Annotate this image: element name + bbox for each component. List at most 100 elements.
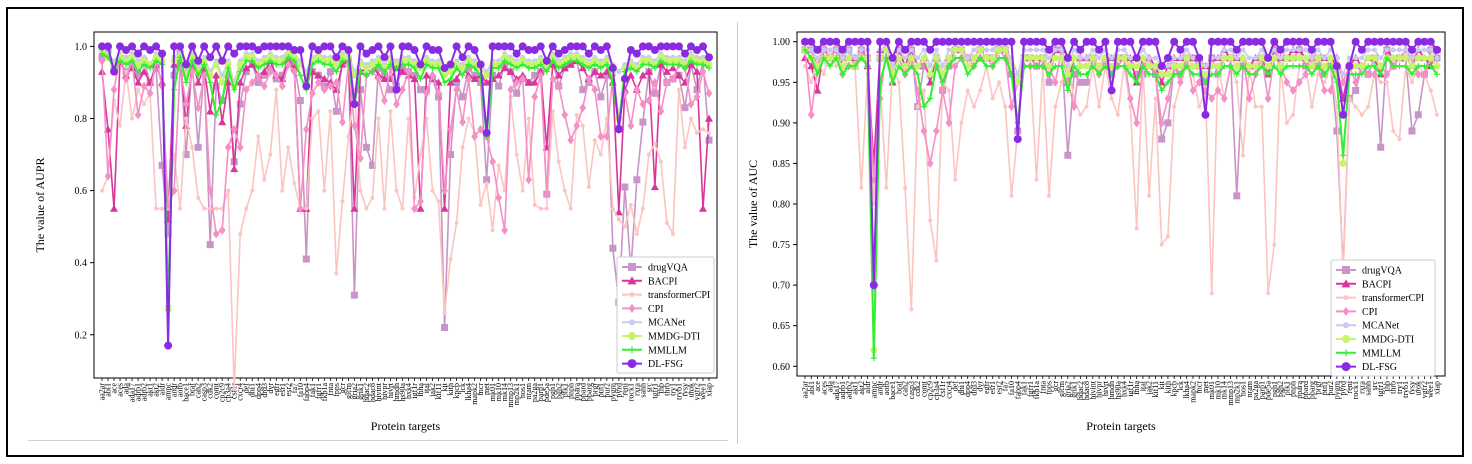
data-point [1096, 55, 1102, 61]
data-point [554, 71, 563, 79]
x-tick-label: pparg [1307, 381, 1316, 399]
data-point [1309, 104, 1314, 109]
data-point [1307, 45, 1316, 54]
x-tick-label: dyr [976, 381, 985, 392]
data-point [834, 64, 839, 69]
x-tick-label: fkb1a [1032, 381, 1041, 400]
data-point [158, 161, 166, 169]
data-point [1046, 71, 1053, 78]
x-tick-label: kpcb [452, 383, 461, 399]
legend-marker [627, 276, 637, 285]
x-tick-label: pgh2 [1276, 381, 1285, 397]
data-point [290, 46, 299, 55]
data-point [919, 37, 928, 46]
data-point [369, 68, 376, 75]
x-axis-label: Protein targets [1086, 419, 1156, 433]
x-tick-label: kit [440, 382, 449, 391]
data-point [123, 61, 130, 68]
data-point [870, 355, 877, 362]
data-point [693, 92, 701, 102]
data-point [213, 111, 220, 118]
data-point [387, 63, 394, 73]
data-point [1003, 104, 1008, 109]
data-point [1151, 62, 1159, 70]
data-point [1057, 37, 1066, 46]
data-point [370, 195, 375, 200]
data-point [507, 85, 515, 95]
x-tick-label: kith [446, 383, 455, 395]
data-point [1289, 54, 1297, 62]
data-point [519, 61, 526, 68]
data-point [170, 42, 179, 51]
data-point [1283, 63, 1290, 70]
data-point [1170, 62, 1178, 70]
data-point [933, 47, 939, 53]
legend-label: MMLLM [648, 345, 687, 356]
data-point [1426, 37, 1435, 46]
data-point [963, 37, 972, 46]
data-point [603, 61, 610, 68]
data-point [1314, 37, 1323, 46]
data-point [1139, 54, 1147, 62]
data-point [321, 61, 328, 68]
x-tick-label: hdac8 [368, 383, 377, 402]
x-tick-label: aa2ar [801, 381, 810, 399]
data-point [976, 37, 985, 46]
data-point [953, 177, 958, 182]
data-point [644, 42, 653, 51]
data-point [1371, 47, 1377, 53]
legend-marker [1342, 349, 1350, 357]
x-tick-label: gria2 [1063, 381, 1072, 397]
data-point [1391, 128, 1396, 133]
data-point [260, 67, 269, 75]
data-point [1209, 291, 1214, 296]
data-point [278, 42, 287, 51]
data-point [122, 74, 130, 84]
data-point [566, 42, 575, 51]
data-point [478, 203, 483, 207]
data-point [821, 47, 827, 53]
data-point [1315, 47, 1321, 53]
data-point [454, 221, 459, 226]
data-point [386, 42, 395, 51]
data-point [254, 78, 262, 86]
data-point [888, 53, 897, 62]
data-point [176, 42, 185, 51]
data-point [519, 74, 527, 84]
data-point [1421, 69, 1428, 79]
data-point [206, 107, 215, 115]
data-point [1420, 54, 1428, 62]
data-point [1164, 79, 1171, 86]
data-point [994, 37, 1003, 46]
x-tick-label: try1 [668, 383, 677, 396]
data-point [1221, 63, 1228, 70]
data-point [1353, 55, 1359, 61]
data-point [1251, 37, 1260, 46]
x-tick-label: jak2 [428, 383, 437, 398]
data-point [651, 65, 658, 72]
data-point [1064, 151, 1072, 159]
data-point [1245, 94, 1253, 104]
data-point [946, 88, 951, 93]
x-tick-label: kif11 [1151, 381, 1160, 398]
data-point [501, 225, 509, 235]
x-tick-label: tgfr1 [650, 383, 659, 399]
data-point [482, 128, 491, 137]
data-point [705, 88, 713, 98]
data-point [578, 64, 587, 72]
data-point [405, 67, 412, 77]
x-tick-label: ppard [578, 383, 587, 401]
data-point [682, 145, 687, 150]
data-point [1277, 71, 1284, 78]
data-point [1002, 54, 1009, 61]
data-point [320, 74, 329, 83]
data-point [1258, 63, 1265, 70]
data-point [484, 181, 489, 186]
data-point [374, 57, 382, 65]
legend-entry: DL-FSG [1336, 362, 1397, 373]
data-point [256, 134, 261, 139]
data-point [1027, 63, 1034, 70]
legend-label: MMDG-DTI [1362, 335, 1414, 346]
data-point [1058, 54, 1066, 62]
data-point [882, 37, 891, 46]
